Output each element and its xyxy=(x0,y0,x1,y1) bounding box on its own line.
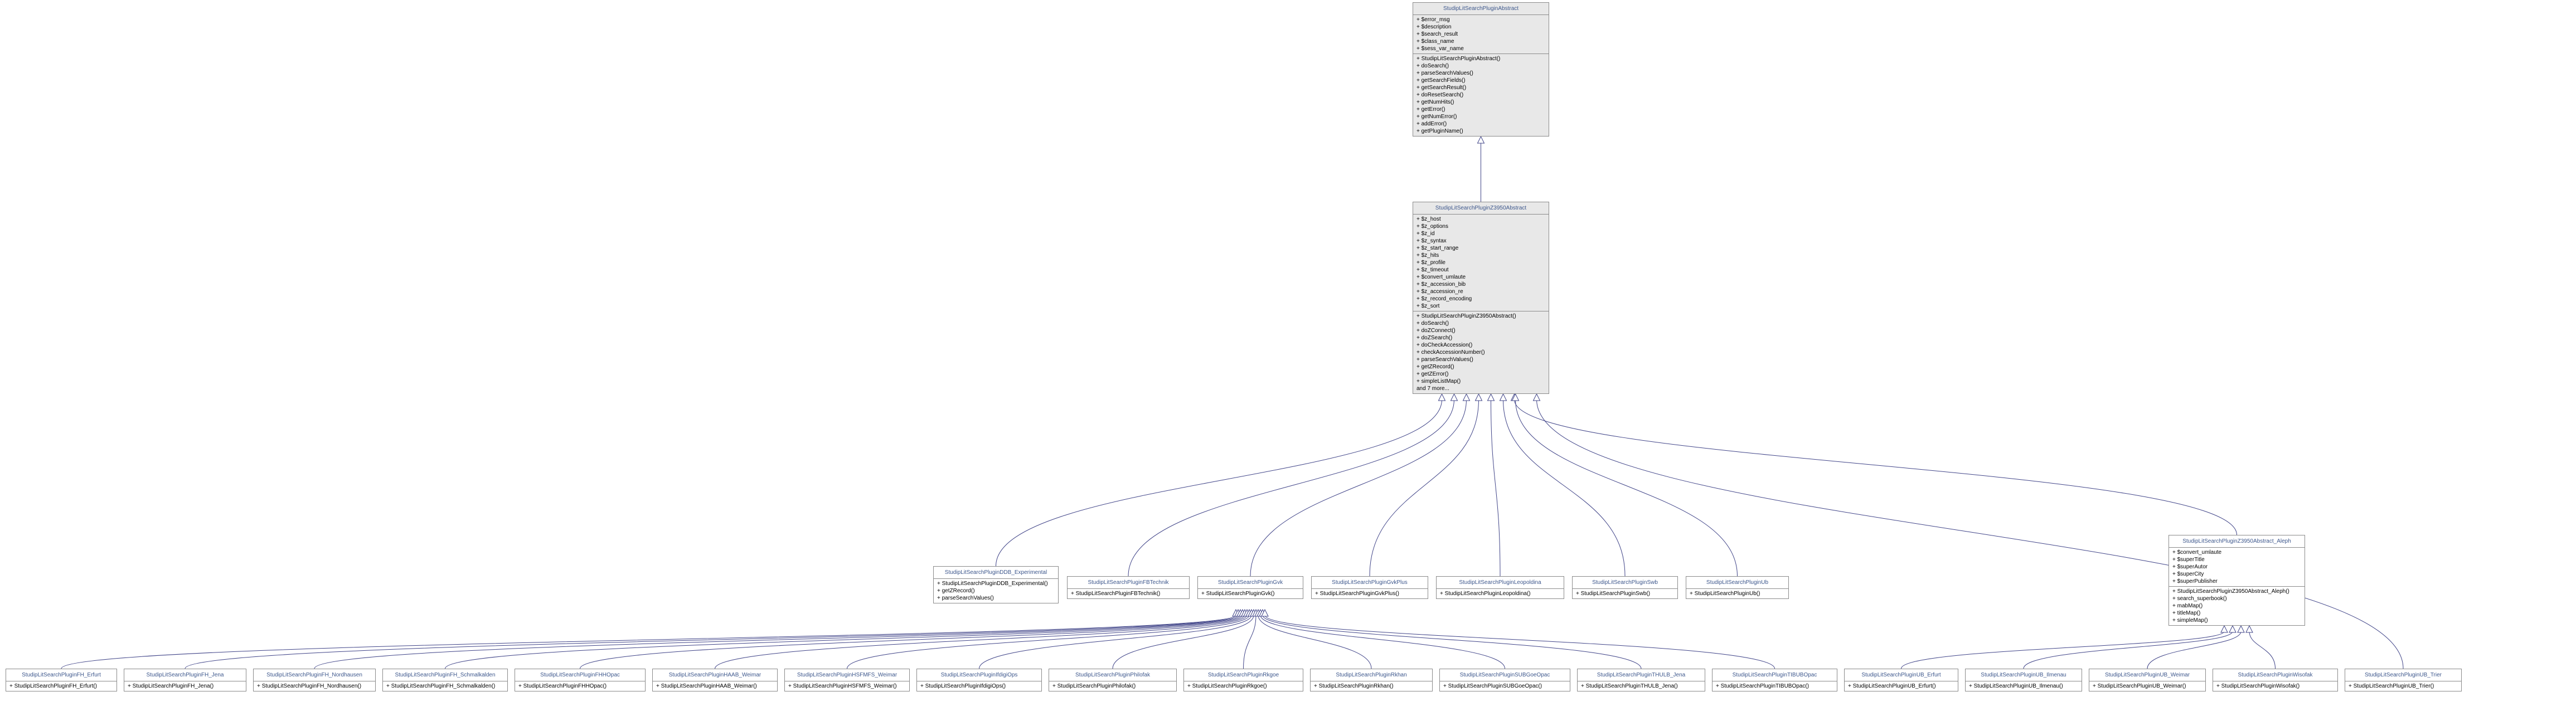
class-methods: + StudipLitSearchPluginDDB_Experimental(… xyxy=(934,579,1058,603)
class-title[interactable]: StudipLitSearchPluginSwb xyxy=(1573,577,1677,589)
class-title[interactable]: StudipLitSearchPluginFHHOpac xyxy=(515,669,645,681)
class-methods: + StudipLitSearchPluginGvkPlus() xyxy=(1312,589,1428,598)
class-node: StudipLitSearchPluginFH_Schmalkalden+ St… xyxy=(382,669,508,691)
class-methods: + StudipLitSearchPluginTHULB_Jena() xyxy=(1578,681,1705,691)
class-node: StudipLitSearchPluginGvk+ StudipLitSearc… xyxy=(1197,576,1303,599)
class-node: StudipLitSearchPluginUB_Weimar+ StudipLi… xyxy=(2089,669,2206,691)
class-node: StudipLitSearchPluginZ3950Abstract+ $z_h… xyxy=(1413,202,1549,394)
class-title[interactable]: StudipLitSearchPluginUB_Ilmenau xyxy=(1966,669,2082,681)
class-title[interactable]: StudipLitSearchPluginAbstract xyxy=(1413,3,1549,15)
class-methods: + StudipLitSearchPluginRkgoe() xyxy=(1184,681,1303,691)
class-methods: + StudipLitSearchPluginSUBGoeOpac() xyxy=(1440,681,1570,691)
class-title[interactable]: StudipLitSearchPluginFH_Nordhausen xyxy=(254,669,375,681)
class-methods: + StudipLitSearchPluginFH_Jena() xyxy=(124,681,246,691)
class-title[interactable]: StudipLitSearchPluginUB_Weimar xyxy=(2089,669,2205,681)
class-title[interactable]: StudipLitSearchPluginSUBGoeOpac xyxy=(1440,669,1570,681)
class-title[interactable]: StudipLitSearchPluginRkhan xyxy=(1311,669,1432,681)
class-methods: + StudipLitSearchPluginUB_Erfurt() xyxy=(1845,681,1958,691)
class-title[interactable]: StudipLitSearchPluginUB_Trier xyxy=(2345,669,2461,681)
class-methods: + StudipLitSearchPluginUB_Weimar() xyxy=(2089,681,2205,691)
class-methods: + StudipLitSearchPluginFH_Erfurt() xyxy=(6,681,117,691)
class-title[interactable]: StudipLitSearchPluginHAAB_Weimar xyxy=(653,669,777,681)
class-title[interactable]: StudipLitSearchPluginPhilofak xyxy=(1049,669,1176,681)
class-methods: + StudipLitSearchPluginHSFMFS_Weimar() xyxy=(785,681,909,691)
class-methods: + StudipLitSearchPluginPhilofak() xyxy=(1049,681,1176,691)
class-node: StudipLitSearchPluginFH_Erfurt+ StudipLi… xyxy=(6,669,117,691)
class-node: StudipLitSearchPluginRkgoe+ StudipLitSea… xyxy=(1183,669,1303,691)
class-title[interactable]: StudipLitSearchPluginTHULB_Jena xyxy=(1578,669,1705,681)
class-node: StudipLitSearchPluginLeopoldina+ StudipL… xyxy=(1436,576,1564,599)
class-title[interactable]: StudipLitSearchPluginUB_Erfurt xyxy=(1845,669,1958,681)
class-title[interactable]: StudipLitSearchPluginRkgoe xyxy=(1184,669,1303,681)
class-node: StudipLitSearchPluginHSFMFS_Weimar+ Stud… xyxy=(784,669,910,691)
class-node: StudipLitSearchPluginPhilofak+ StudipLit… xyxy=(1049,669,1177,691)
class-methods: + StudipLitSearchPluginLeopoldina() xyxy=(1437,589,1564,598)
class-node: StudipLitSearchPluginZ3950Abstract_Aleph… xyxy=(2169,535,2305,626)
class-node: StudipLitSearchPluginHAAB_Weimar+ Studip… xyxy=(652,669,778,691)
class-methods: + StudipLitSearchPluginTIBUBOpac() xyxy=(1713,681,1837,691)
class-methods: + StudipLitSearchPluginWisofak() xyxy=(2213,681,2337,691)
class-node: StudipLitSearchPluginRkhan+ StudipLitSea… xyxy=(1310,669,1433,691)
class-node: StudipLitSearchPluginFBTechnik+ StudipLi… xyxy=(1067,576,1190,599)
class-node: StudipLitSearchPluginSUBGoeOpac+ StudipL… xyxy=(1439,669,1570,691)
class-methods: + StudipLitSearchPluginSwb() xyxy=(1573,589,1677,598)
class-node: StudipLitSearchPluginIfdigiOps+ StudipLi… xyxy=(916,669,1042,691)
class-attributes: + $z_host + $z_options + $z_id + $z_synt… xyxy=(1413,215,1549,311)
class-node: StudipLitSearchPluginSwb+ StudipLitSearc… xyxy=(1572,576,1678,599)
class-title[interactable]: StudipLitSearchPluginDDB_Experimental xyxy=(934,567,1058,579)
class-title[interactable]: StudipLitSearchPluginZ3950Abstract xyxy=(1413,202,1549,215)
class-node: StudipLitSearchPluginUB_Erfurt+ StudipLi… xyxy=(1844,669,1958,691)
class-node: StudipLitSearchPluginAbstract+ $error_ms… xyxy=(1413,2,1549,137)
class-attributes: + $error_msg + $description + $search_re… xyxy=(1413,15,1549,54)
class-methods: + StudipLitSearchPluginAbstract() + doSe… xyxy=(1413,54,1549,136)
class-methods: + StudipLitSearchPluginUB_Ilmenau() xyxy=(1966,681,2082,691)
class-methods: + StudipLitSearchPluginFH_Nordhausen() xyxy=(254,681,375,691)
class-methods: + StudipLitSearchPluginUB_Trier() xyxy=(2345,681,2461,691)
class-title[interactable]: StudipLitSearchPluginFBTechnik xyxy=(1068,577,1189,589)
class-title[interactable]: StudipLitSearchPluginZ3950Abstract_Aleph xyxy=(2169,535,2305,548)
class-title[interactable]: StudipLitSearchPluginGvk xyxy=(1198,577,1303,589)
class-methods: + StudipLitSearchPluginFHHOpac() xyxy=(515,681,645,691)
class-node: StudipLitSearchPluginFHHOpac+ StudipLitS… xyxy=(515,669,646,691)
class-title[interactable]: StudipLitSearchPluginGvkPlus xyxy=(1312,577,1428,589)
class-title[interactable]: StudipLitSearchPluginIfdigiOps xyxy=(917,669,1041,681)
class-methods: + StudipLitSearchPluginFBTechnik() xyxy=(1068,589,1189,598)
class-methods: + StudipLitSearchPluginRkhan() xyxy=(1311,681,1432,691)
class-node: StudipLitSearchPluginUb+ StudipLitSearch… xyxy=(1686,576,1789,599)
class-attributes: + $convert_umlaute + $superTitle + $supe… xyxy=(2169,548,2305,587)
class-node: StudipLitSearchPluginFH_Nordhausen+ Stud… xyxy=(253,669,376,691)
class-methods: + StudipLitSearchPluginIfdigiOps() xyxy=(917,681,1041,691)
class-title[interactable]: StudipLitSearchPluginFH_Schmalkalden xyxy=(383,669,507,681)
class-title[interactable]: StudipLitSearchPluginFH_Erfurt xyxy=(6,669,117,681)
class-node: StudipLitSearchPluginUB_Trier+ StudipLit… xyxy=(2345,669,2462,691)
class-node: StudipLitSearchPluginTIBUBOpac+ StudipLi… xyxy=(1712,669,1837,691)
class-methods: + StudipLitSearchPluginFH_Schmalkalden() xyxy=(383,681,507,691)
class-methods: + StudipLitSearchPluginGvk() xyxy=(1198,589,1303,598)
class-methods: + StudipLitSearchPluginZ3950Abstract_Ale… xyxy=(2169,587,2305,625)
class-title[interactable]: StudipLitSearchPluginWisofak xyxy=(2213,669,2337,681)
class-node: StudipLitSearchPluginDDB_Experimental+ S… xyxy=(933,566,1059,603)
class-node: StudipLitSearchPluginUB_Ilmenau+ StudipL… xyxy=(1965,669,2082,691)
class-title[interactable]: StudipLitSearchPluginFH_Jena xyxy=(124,669,246,681)
class-methods: + StudipLitSearchPluginUb() xyxy=(1686,589,1788,598)
class-methods: + StudipLitSearchPluginZ3950Abstract() +… xyxy=(1413,311,1549,393)
class-title[interactable]: StudipLitSearchPluginTIBUBOpac xyxy=(1713,669,1837,681)
class-node: StudipLitSearchPluginFH_Jena+ StudipLitS… xyxy=(124,669,246,691)
class-node: StudipLitSearchPluginGvkPlus+ StudipLitS… xyxy=(1311,576,1428,599)
class-title[interactable]: StudipLitSearchPluginLeopoldina xyxy=(1437,577,1564,589)
class-title[interactable]: StudipLitSearchPluginHSFMFS_Weimar xyxy=(785,669,909,681)
class-node: StudipLitSearchPluginWisofak+ StudipLitS… xyxy=(2213,669,2338,691)
class-methods: + StudipLitSearchPluginHAAB_Weimar() xyxy=(653,681,777,691)
class-title[interactable]: StudipLitSearchPluginUb xyxy=(1686,577,1788,589)
class-node: StudipLitSearchPluginTHULB_Jena+ StudipL… xyxy=(1577,669,1705,691)
